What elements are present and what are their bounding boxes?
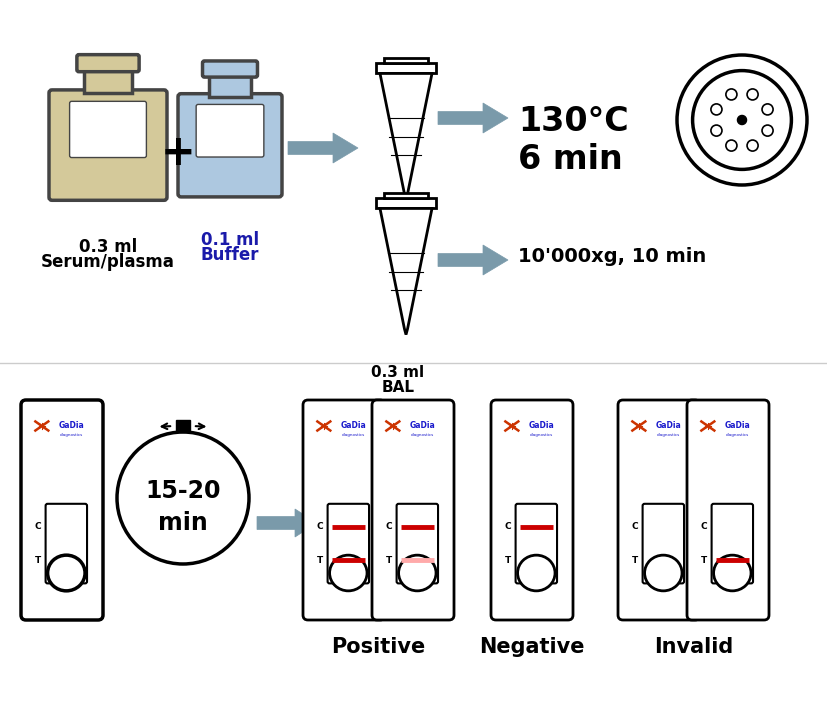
Text: T: T [385, 555, 391, 565]
FancyBboxPatch shape [303, 400, 385, 620]
Circle shape [725, 89, 736, 100]
Text: GaDia: GaDia [655, 422, 681, 431]
FancyBboxPatch shape [617, 400, 699, 620]
Text: 0.1 ml: 0.1 ml [201, 231, 259, 249]
Text: 6 min: 6 min [518, 143, 622, 176]
Polygon shape [437, 103, 508, 133]
Ellipse shape [398, 555, 436, 591]
Text: T: T [504, 555, 510, 565]
Text: Negative: Negative [479, 637, 584, 657]
FancyBboxPatch shape [49, 90, 167, 200]
FancyBboxPatch shape [710, 504, 752, 584]
Text: 10'000xg, 10 min: 10'000xg, 10 min [518, 247, 705, 266]
Text: C: C [700, 523, 706, 531]
Text: GaDia: GaDia [528, 422, 553, 431]
FancyBboxPatch shape [203, 61, 257, 77]
FancyBboxPatch shape [69, 102, 146, 158]
Text: Positive: Positive [331, 637, 425, 657]
Text: diagnostics: diagnostics [410, 433, 433, 438]
Text: C: C [630, 523, 637, 531]
Text: C: C [504, 523, 510, 531]
FancyBboxPatch shape [686, 400, 768, 620]
Text: T: T [631, 555, 637, 565]
Circle shape [117, 432, 249, 564]
FancyBboxPatch shape [490, 400, 572, 620]
Circle shape [676, 55, 806, 185]
Text: diagnostics: diagnostics [60, 433, 83, 438]
Polygon shape [380, 73, 432, 200]
Text: T: T [316, 555, 323, 565]
Polygon shape [437, 245, 508, 275]
Circle shape [710, 104, 721, 115]
Circle shape [710, 125, 721, 136]
Text: +: + [160, 132, 195, 174]
FancyBboxPatch shape [642, 504, 683, 584]
Polygon shape [288, 133, 357, 163]
FancyBboxPatch shape [77, 54, 139, 72]
Ellipse shape [713, 555, 750, 591]
Bar [375, 63, 435, 73]
Text: diagnostics: diagnostics [656, 433, 679, 438]
Text: GaDia: GaDia [409, 422, 435, 431]
Text: diagnostics: diagnostics [529, 433, 552, 438]
Bar [384, 192, 428, 198]
Bar [384, 57, 428, 63]
Circle shape [761, 125, 772, 136]
FancyBboxPatch shape [371, 400, 453, 620]
Circle shape [725, 140, 736, 151]
Text: 0.3 ml: 0.3 ml [371, 365, 424, 380]
Ellipse shape [47, 555, 85, 591]
Text: diagnostics: diagnostics [724, 433, 748, 438]
FancyBboxPatch shape [327, 504, 369, 584]
Text: 130°C: 130°C [518, 105, 628, 138]
Text: T: T [700, 555, 705, 565]
Ellipse shape [329, 555, 366, 591]
Circle shape [761, 104, 772, 115]
Text: C: C [385, 523, 391, 531]
FancyBboxPatch shape [196, 105, 264, 157]
Polygon shape [380, 208, 432, 335]
Text: 0.3 ml: 0.3 ml [79, 238, 137, 256]
FancyBboxPatch shape [396, 504, 437, 584]
Bar [175, 420, 190, 432]
FancyBboxPatch shape [178, 94, 282, 197]
Bar [84, 70, 131, 93]
Text: Buffer: Buffer [200, 246, 259, 264]
FancyBboxPatch shape [21, 400, 103, 620]
Text: min: min [158, 511, 208, 535]
Text: 15-20: 15-20 [145, 479, 221, 503]
Text: GaDia: GaDia [340, 422, 366, 431]
FancyBboxPatch shape [45, 504, 87, 584]
Text: GaDia: GaDia [724, 422, 749, 431]
Polygon shape [398, 162, 414, 200]
Text: BAL: BAL [381, 380, 414, 395]
Bar [375, 198, 435, 208]
Circle shape [746, 140, 758, 151]
Text: T: T [35, 555, 41, 565]
Ellipse shape [644, 555, 681, 591]
Text: Serum/plasma: Serum/plasma [41, 253, 174, 271]
Text: C: C [316, 523, 323, 531]
Polygon shape [256, 509, 317, 537]
Bar [209, 75, 251, 97]
Circle shape [737, 115, 746, 125]
Ellipse shape [517, 555, 554, 591]
Text: GaDia: GaDia [59, 422, 84, 431]
Text: Invalid: Invalid [653, 637, 732, 657]
Text: diagnostics: diagnostics [342, 433, 365, 438]
Polygon shape [396, 290, 414, 335]
FancyBboxPatch shape [515, 504, 557, 584]
Circle shape [691, 70, 791, 169]
Circle shape [746, 89, 758, 100]
Text: C: C [34, 523, 41, 531]
